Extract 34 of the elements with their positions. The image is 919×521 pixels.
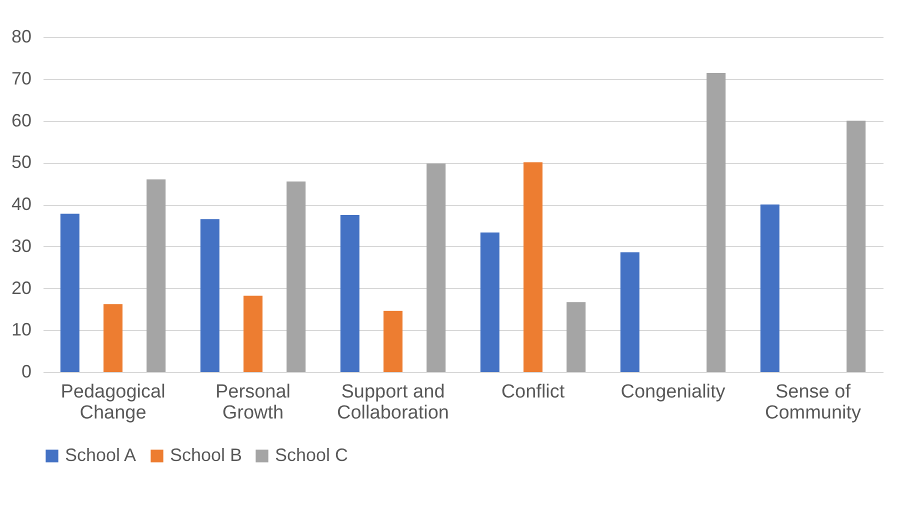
bar [60,214,80,372]
x-tick-label: Support and Collaboration [337,382,449,424]
x-tick-label: Personal Growth [216,382,290,424]
bar [566,302,586,372]
x-tick-label: Pedagogical Change [60,382,166,424]
legend-label: School B [170,445,242,465]
bar [760,204,780,372]
legend-label: School A [65,445,136,465]
bar [200,219,220,372]
bar [340,214,360,372]
y-tick-label: 70 [11,68,32,88]
x-tick-label: Sense of Community [764,382,862,424]
y-tick-label: 80 [11,26,32,46]
x-tick-label: Conflict [501,382,566,402]
x-tick-label: Congeniality [620,382,726,402]
y-tick-label: 40 [11,194,32,214]
bar [480,232,500,372]
y-tick-label: 60 [11,110,32,130]
bar [706,73,726,372]
bar [244,296,262,372]
y-tick-label: 0 [21,362,32,382]
y-tick-label: 50 [11,152,32,172]
bar [846,120,866,372]
bar [146,179,166,372]
y-tick-label: 20 [11,278,32,298]
y-tick-label: 30 [11,236,32,256]
y-tick-label: 10 [11,320,32,340]
bar [524,162,542,372]
bar [286,181,306,372]
bar [384,310,402,372]
legend-label: School C [275,445,348,465]
bar [620,252,640,372]
bar [104,304,122,372]
bar [426,163,446,372]
